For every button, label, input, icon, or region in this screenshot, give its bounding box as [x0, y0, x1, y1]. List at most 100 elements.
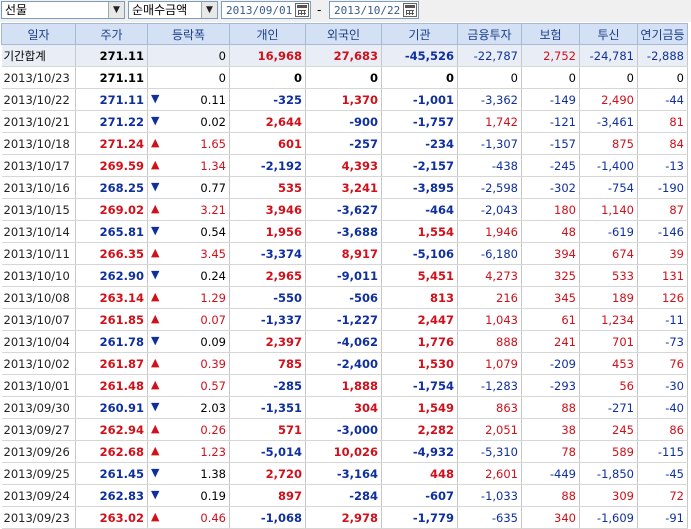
cell-foreign: -3,627 [305, 198, 382, 221]
cell-foreign: -506 [305, 286, 382, 309]
cell-investment-trust: 453 [579, 352, 638, 375]
table-row[interactable]: 2013/09/26 262.68 ▲ 1.23 -5,014 10,026 -4,932-… [1, 440, 688, 463]
table-row[interactable]: 2013/09/23 263.02 ▲ 0.46 -1,068 2,978 -1,779 -6… [1, 506, 688, 529]
table-row[interactable]: 2013/09/24 262.83 ▼ 0.19 897 -284 -607 -1,033 88… [1, 484, 688, 507]
down-arrow-icon: ▼ [151, 92, 160, 105]
cell-institution: 2,282 [381, 418, 458, 441]
cell-insurance: 345 [521, 286, 580, 309]
table-row[interactable]: 2013/10/15 269.02 ▲ 3.21 3,946 -3,627 -464 -2,0… [1, 198, 688, 221]
calendar-icon[interactable] [403, 3, 417, 17]
cell-price: 261.45 [75, 462, 148, 485]
table-row[interactable]: 2013/10/22 271.11 ▼ 0.11 -325 1,370 -1,001 -3,3… [1, 88, 688, 111]
cell-financial-investment: -6,180 [457, 242, 522, 265]
calendar-icon[interactable] [295, 3, 309, 17]
table-row[interactable]: 2013/10/21 271.22 ▼ 0.02 2,644 -900 -1,757 1,74… [1, 110, 688, 133]
column-header-pension[interactable]: 연기금등 [637, 23, 688, 45]
up-arrow-icon: ▲ [151, 246, 160, 259]
cell-institution: 813 [381, 286, 458, 309]
table-row[interactable]: 2013/10/18 271.24 ▲ 1.65 601 -257 -234 -1,307 -1… [1, 132, 688, 155]
column-header-foreign[interactable]: 외국인 [305, 23, 382, 45]
date-to-input[interactable]: 2013/10/22 [329, 1, 419, 19]
cell-insurance: -209 [521, 352, 580, 375]
cell-foreign: 8,917 [305, 242, 382, 265]
cell-institution: -464 [381, 198, 458, 221]
up-arrow-icon: ▲ [151, 378, 160, 391]
change-value: 1.29 [200, 290, 226, 305]
table-row[interactable]: 2013/10/14 265.81 ▼ 0.54 1,956 -3,688 1,554 1,9… [1, 220, 688, 243]
cell-change: ▼ 0.54 [147, 220, 230, 243]
table-row[interactable]: 2013/10/11 266.35 ▲ 3.45 -3,374 8,917 -5,106 -6… [1, 242, 688, 265]
cell-financial-investment: 1,079 [457, 352, 522, 375]
table-row[interactable]: 2013/10/08 263.14 ▲ 1.29 -550 -506 813 216 345 18… [1, 286, 688, 309]
table-row[interactable]: 2013/10/23 271.11 0 0 0 0 0 0 0 0 [1, 66, 688, 89]
cell-change: ▲ 0.57 [147, 374, 230, 397]
cell-change: ▼ 0.77 [147, 176, 230, 199]
change-value: 0.11 [200, 92, 226, 107]
table-row[interactable]: 2013/10/01 261.48 ▲ 0.57 -285 1,888 -1,754 -1,2… [1, 374, 688, 397]
cell-individual: 2,644 [229, 110, 306, 133]
table-row[interactable]: 2013/09/27 262.94 ▲ 0.26 571 -3,000 2,282 2,051… [1, 418, 688, 441]
change-value: 1.65 [200, 136, 226, 151]
cell-foreign: 304 [305, 396, 382, 419]
cell-date: 2013/09/27 [1, 418, 76, 441]
table-row[interactable]: 2013/10/04 261.78 ▼ 0.09 2,397 -4,062 1,776 888… [1, 330, 688, 353]
table-row[interactable]: 2013/09/25 261.45 ▼ 1.38 2,720 -3,164 448 2,601… [1, 462, 688, 485]
cell-insurance: -302 [521, 176, 580, 199]
table-row-period-total[interactable]: 기간합계 271.11 0 16,968 27,683 -45,526 -22,787 2,7… [1, 44, 688, 67]
table-row[interactable]: 2013/10/16 268.25 ▼ 0.77 535 3,241 -3,895 -2,59… [1, 176, 688, 199]
cell-price: 261.78 [75, 330, 148, 353]
cell-price: 261.87 [75, 352, 148, 375]
cell-date: 2013/10/07 [1, 308, 76, 331]
cell-financial-investment: 1,946 [457, 220, 522, 243]
cell-institution: -234 [381, 132, 458, 155]
cell-individual: 2,397 [229, 330, 306, 353]
column-header-financial-investment[interactable]: 금융투자 [457, 23, 522, 45]
cell-change: ▼ 2.03 [147, 396, 230, 419]
cell-change: ▼ 0.09 [147, 330, 230, 353]
cell-change: ▲ 1.29 [147, 286, 230, 309]
up-arrow-icon: ▲ [151, 356, 160, 369]
cell-price: 271.11 [75, 66, 148, 89]
change-value: 0.26 [200, 422, 226, 437]
column-header-insurance[interactable]: 보험 [521, 23, 580, 45]
cell-financial-investment: -2,043 [457, 198, 522, 221]
table-row[interactable]: 2013/10/07 261.85 ▲ 0.07 -1,337 -1,227 2,447 1,… [1, 308, 688, 331]
column-header-individual[interactable]: 개인 [229, 23, 306, 45]
cell-price: 262.68 [75, 440, 148, 463]
column-header-institution[interactable]: 기관 [381, 23, 458, 45]
market-select[interactable]: 선물 ▼ [1, 1, 125, 19]
column-header-price[interactable]: 주가 [75, 23, 148, 45]
chevron-down-icon[interactable]: ▼ [108, 2, 124, 18]
cell-investment-trust: 0 [579, 66, 638, 89]
cell-investment-trust: -1,400 [579, 154, 638, 177]
cell-price: 268.25 [75, 176, 148, 199]
cell-institution: -1,001 [381, 88, 458, 111]
table-row[interactable]: 2013/10/02 261.87 ▲ 0.39 785 -2,400 1,530 1,079… [1, 352, 688, 375]
cell-price: 263.02 [75, 506, 148, 529]
date-from-value: 2013/09/01 [226, 4, 293, 17]
cell-date: 2013/10/23 [1, 66, 76, 89]
table-row[interactable]: 2013/10/10 262.90 ▼ 0.24 2,965 -9,011 5,451 4,2… [1, 264, 688, 287]
cell-investment-trust: 875 [579, 132, 638, 155]
chevron-down-icon[interactable]: ▼ [201, 2, 217, 18]
type-select[interactable]: 순매수금액 ▼ [128, 1, 218, 19]
cell-pension: -73 [637, 330, 688, 353]
table-row[interactable]: 2013/09/30 260.91 ▼ 2.03 -1,351 304 1,549 863 88… [1, 396, 688, 419]
column-header-date[interactable]: 일자 [1, 23, 76, 45]
column-header-investment-trust[interactable]: 투신 [579, 23, 638, 45]
cell-individual: -1,351 [229, 396, 306, 419]
cell-institution: -2,157 [381, 154, 458, 177]
cell-price: 261.85 [75, 308, 148, 331]
column-header-change[interactable]: 등락폭 [147, 23, 230, 45]
cell-foreign: -284 [305, 484, 382, 507]
cell-individual: 0 [229, 66, 306, 89]
change-value: 0.57 [200, 378, 226, 393]
cell-price: 271.22 [75, 110, 148, 133]
down-arrow-icon: ▼ [151, 466, 160, 479]
change-value: 0.46 [200, 510, 226, 525]
date-from-input[interactable]: 2013/09/01 [221, 1, 311, 19]
table-row[interactable]: 2013/10/17 269.59 ▲ 1.34 -2,192 4,393 -2,157 -4… [1, 154, 688, 177]
change-value: 0.77 [200, 180, 226, 195]
cell-insurance: 180 [521, 198, 580, 221]
cell-foreign: 27,683 [305, 44, 382, 67]
